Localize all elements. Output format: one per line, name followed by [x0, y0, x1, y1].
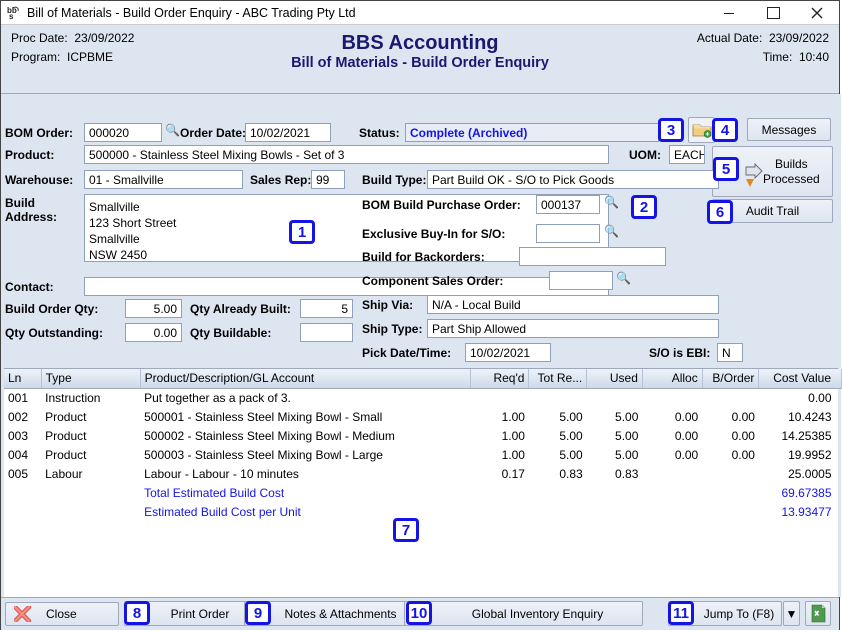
- svg-text:s: s: [9, 12, 14, 20]
